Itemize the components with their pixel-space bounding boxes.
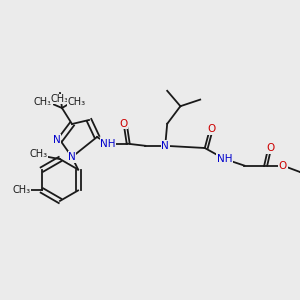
Text: NH: NH bbox=[100, 139, 116, 148]
Text: O: O bbox=[208, 124, 216, 134]
Text: O: O bbox=[279, 160, 287, 171]
Text: NH: NH bbox=[217, 154, 233, 164]
Text: N: N bbox=[68, 152, 76, 162]
Text: CH₃: CH₃ bbox=[51, 94, 69, 104]
Text: CH₃: CH₃ bbox=[34, 97, 52, 107]
Text: CH₃: CH₃ bbox=[12, 185, 31, 196]
Text: O: O bbox=[120, 119, 128, 129]
Text: CH₃: CH₃ bbox=[68, 97, 86, 107]
Text: CH₃: CH₃ bbox=[29, 149, 48, 159]
Text: N: N bbox=[161, 141, 169, 151]
Text: O: O bbox=[266, 143, 274, 153]
Text: N: N bbox=[53, 135, 61, 145]
